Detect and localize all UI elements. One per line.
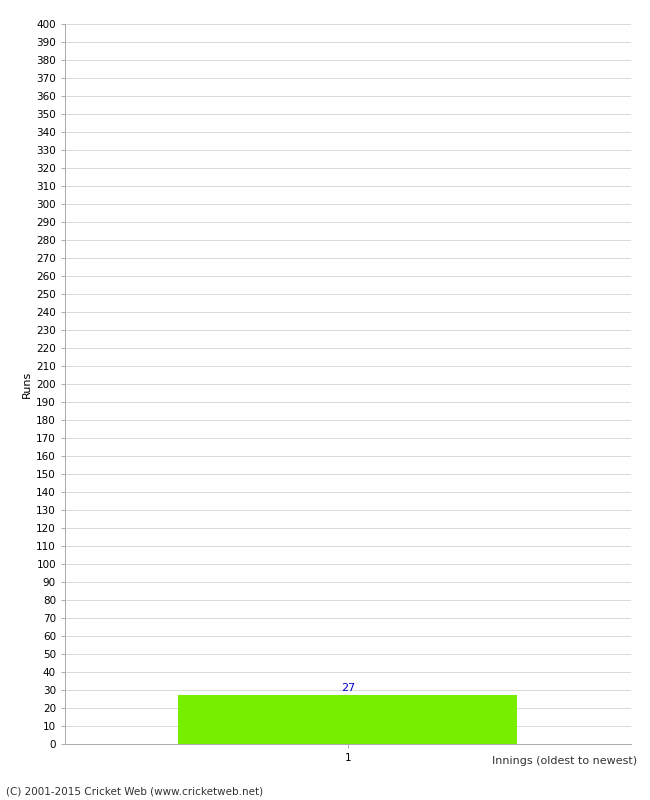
Text: (C) 2001-2015 Cricket Web (www.cricketweb.net): (C) 2001-2015 Cricket Web (www.cricketwe… <box>6 786 264 796</box>
Bar <box>178 695 517 744</box>
Text: 27: 27 <box>341 682 355 693</box>
Y-axis label: Runs: Runs <box>22 370 32 398</box>
Text: Innings (oldest to newest): Innings (oldest to newest) <box>492 756 637 766</box>
